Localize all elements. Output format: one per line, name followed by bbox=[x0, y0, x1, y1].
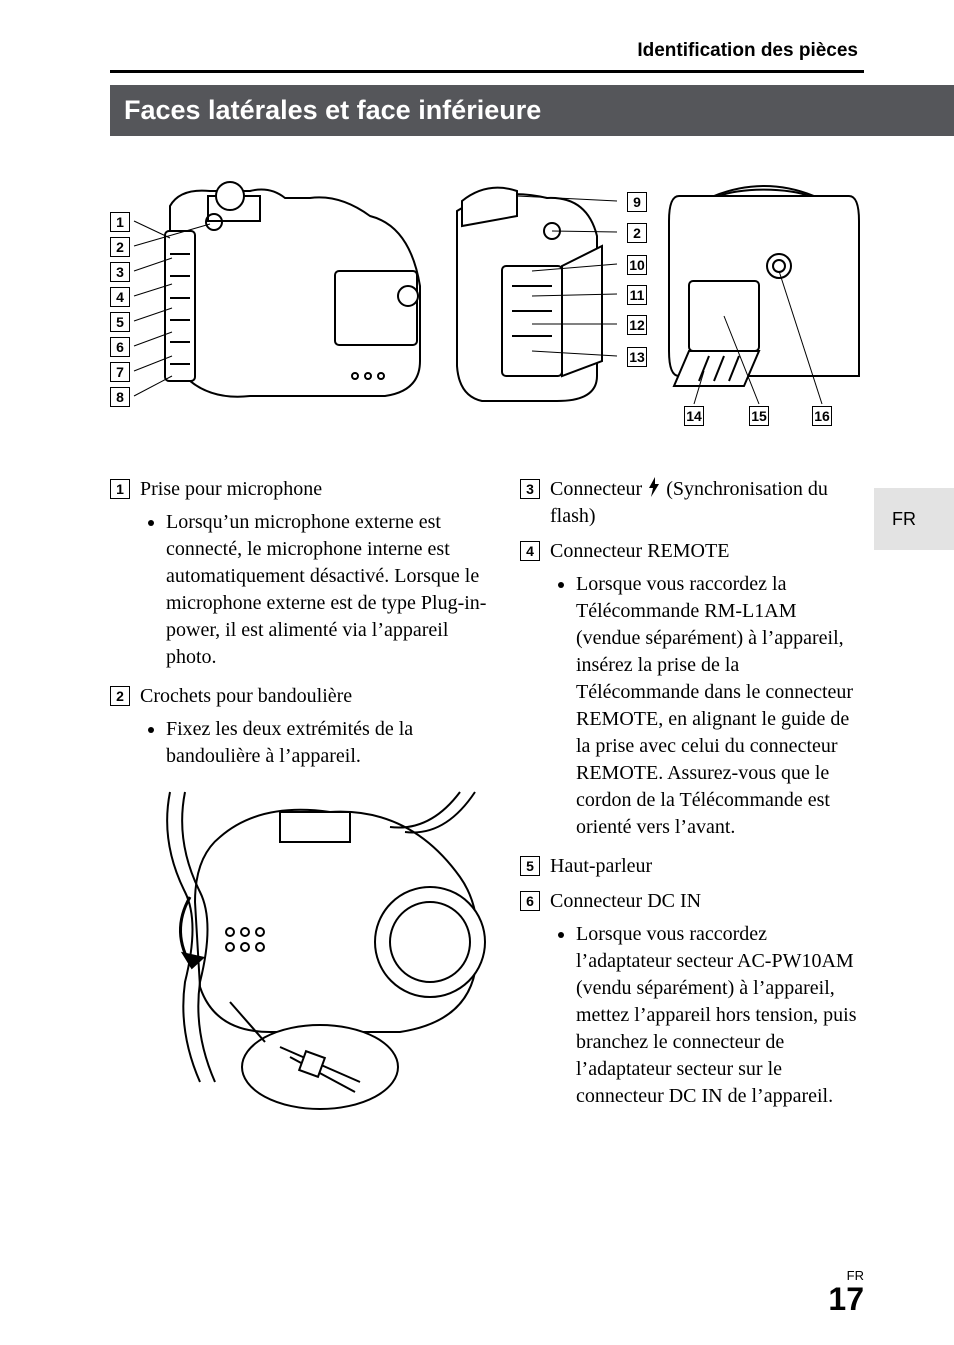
entry-ref: 1 bbox=[110, 479, 130, 499]
page-footer: FR 17 bbox=[828, 1268, 864, 1315]
callout-10: 10 bbox=[627, 255, 647, 275]
camera-left-side-svg bbox=[110, 176, 430, 436]
page-number: 17 bbox=[828, 1281, 864, 1317]
entry-ref: 3 bbox=[520, 479, 540, 499]
entry-head: 6 Connecteur DC IN bbox=[520, 888, 864, 915]
camera-right-side-svg bbox=[447, 176, 647, 436]
callout-12: 12 bbox=[627, 315, 647, 335]
content-columns: 1 Prise pour microphone Lorsqu’un micropho… bbox=[110, 476, 864, 1122]
entry-bullets: Lorsqu’un microphone externe est connect… bbox=[110, 509, 490, 671]
bullet-item: Lorsqu’un microphone externe est connect… bbox=[166, 509, 490, 671]
bullet-item: Lorsque vous raccordez la Télécommande R… bbox=[576, 571, 864, 841]
entry: 5 Haut-parleur bbox=[520, 853, 864, 880]
entry-bullets: Lorsque vous raccordez l’adaptateur sect… bbox=[520, 921, 864, 1110]
camera-bottom-svg bbox=[664, 176, 864, 436]
entry: 6 Connecteur DC IN Lorsque vous raccordez … bbox=[520, 888, 864, 1110]
flash-icon bbox=[647, 477, 661, 497]
entry-ref: 4 bbox=[520, 541, 540, 561]
title-bar: Faces latérales et face inférieure bbox=[110, 85, 954, 136]
callout-2b: 2 bbox=[627, 223, 647, 243]
language-side-tab: FR bbox=[874, 488, 954, 550]
entry-head: 3 Connecteur (Synchronisation du flash) bbox=[520, 476, 864, 530]
entry: 3 Connecteur (Synchronisation du flash) bbox=[520, 476, 864, 530]
entry-title: Connecteur DC IN bbox=[550, 888, 864, 915]
bullet-item: Lorsque vous raccordez l’adaptateur sect… bbox=[576, 921, 864, 1110]
entry-title: Prise pour microphone bbox=[140, 476, 490, 503]
entry-ref: 5 bbox=[520, 856, 540, 876]
callout-6: 6 bbox=[110, 337, 130, 357]
callout-1: 1 bbox=[110, 212, 130, 232]
figure-right-side: 9 2 10 11 12 13 bbox=[447, 176, 647, 436]
callout-3: 3 bbox=[110, 262, 130, 282]
figure-left-side: 1 2 3 4 5 6 7 8 bbox=[110, 176, 430, 436]
left-column: 1 Prise pour microphone Lorsqu’un micropho… bbox=[110, 476, 490, 1122]
entry-title: Connecteur (Synchronisation du flash) bbox=[550, 476, 864, 530]
callout-13: 13 bbox=[627, 347, 647, 367]
right-column: 3Connecteur (Synchronisation du flash)4C… bbox=[520, 476, 864, 1122]
entry-head: 5 Haut-parleur bbox=[520, 853, 864, 880]
entry-head: 1 Prise pour microphone bbox=[110, 476, 490, 503]
entry-title: Haut-parleur bbox=[550, 853, 864, 880]
figure-bottom: 14 15 16 bbox=[664, 176, 864, 436]
entry: 1 Prise pour microphone Lorsqu’un micropho… bbox=[110, 476, 490, 671]
bullet-item: Fixez les deux extrémités de la bandouli… bbox=[166, 716, 490, 770]
section-header: Identification des pièces bbox=[110, 40, 864, 62]
entry-ref: 2 bbox=[110, 686, 130, 706]
entry-head: 4 Connecteur REMOTE bbox=[520, 538, 864, 565]
entry-ref: 6 bbox=[520, 891, 540, 911]
callout-15: 15 bbox=[749, 406, 769, 426]
entry: 4 Connecteur REMOTE Lorsque vous raccordez… bbox=[520, 538, 864, 841]
callout-7: 7 bbox=[110, 362, 130, 382]
entry-title: Crochets pour bandoulière bbox=[140, 683, 490, 710]
callout-16: 16 bbox=[812, 406, 832, 426]
entry-bullets: Fixez les deux extrémités de la bandouli… bbox=[110, 716, 490, 770]
entry-head: 2 Crochets pour bandoulière bbox=[110, 683, 490, 710]
header-rule bbox=[110, 70, 864, 73]
callout-5: 5 bbox=[110, 312, 130, 332]
strap-illustration bbox=[130, 782, 490, 1112]
callout-2: 2 bbox=[110, 237, 130, 257]
callout-9: 9 bbox=[627, 192, 647, 212]
entry: 2 Crochets pour bandoulière Fixez les deux… bbox=[110, 683, 490, 770]
entry-bullets: Lorsque vous raccordez la Télécommande R… bbox=[520, 571, 864, 841]
callout-11: 11 bbox=[627, 285, 647, 305]
callout-14: 14 bbox=[684, 406, 704, 426]
callout-4: 4 bbox=[110, 287, 130, 307]
callout-8: 8 bbox=[110, 387, 130, 407]
entry-title: Connecteur REMOTE bbox=[550, 538, 864, 565]
figure-row: 1 2 3 4 5 6 7 8 bbox=[110, 176, 864, 436]
